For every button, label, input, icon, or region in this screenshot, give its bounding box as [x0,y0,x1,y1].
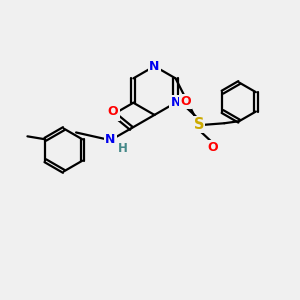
Text: N: N [105,133,116,146]
Text: Cl: Cl [106,107,119,120]
Text: S: S [194,117,204,132]
Text: N: N [170,96,181,109]
Text: O: O [208,141,218,154]
Text: O: O [107,105,118,118]
Text: N: N [149,60,160,73]
Text: H: H [118,142,128,155]
Text: O: O [180,95,191,108]
